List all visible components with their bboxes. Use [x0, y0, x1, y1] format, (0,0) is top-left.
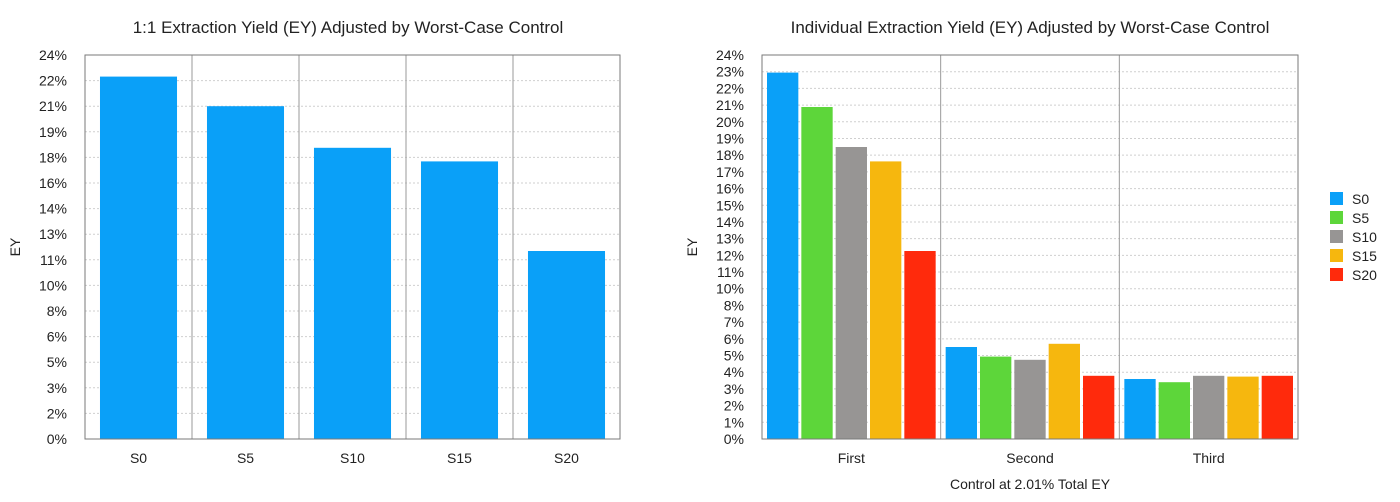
y-tick-label: 3%: [47, 380, 67, 396]
chart-2-y-ticks: 0%1%2%3%4%5%6%7%8%10%11%12%13%14%15%16%1…: [716, 47, 744, 447]
chart-1-y-ticks: 0% 2% 3% 5% 6% 8% 10% 11% 13% 14% 16% 18% 19% 21% 22% 2…: [39, 47, 67, 447]
y-tick-label: 11%: [40, 252, 67, 268]
bar: [945, 347, 977, 439]
bar: [801, 107, 833, 439]
x-tick-label: Second: [1006, 450, 1053, 466]
bar: [206, 106, 285, 439]
legend-label: S15: [1352, 248, 1377, 264]
x-tick-label: First: [838, 450, 865, 466]
bar: [1083, 375, 1115, 439]
y-tick-label: 22%: [39, 73, 67, 89]
y-tick-label: 24%: [716, 47, 744, 63]
legend-label: S20: [1352, 267, 1377, 283]
chart-2-y-axis-label: EY: [684, 237, 700, 256]
y-tick-label: 21%: [39, 98, 67, 114]
bar: [1048, 343, 1080, 439]
bar: [1227, 376, 1259, 439]
legend-label: S10: [1352, 229, 1377, 245]
y-tick-label: 1%: [724, 414, 744, 430]
chart-2-plot-frame: [761, 54, 1299, 440]
chart-2-x-axis-label: Control at 2.01% Total EY: [950, 476, 1111, 492]
bar: [1158, 382, 1190, 439]
x-tick-label: S20: [554, 450, 579, 466]
x-tick-label: S5: [237, 450, 254, 466]
bar: [313, 147, 392, 440]
y-tick-label: 12%: [716, 247, 744, 263]
chart-1-y-axis-label: EY: [7, 237, 23, 256]
y-tick-label: 13%: [39, 226, 67, 242]
bar: [527, 251, 606, 439]
y-tick-label: 14%: [39, 201, 67, 217]
y-tick-label: 16%: [39, 175, 67, 191]
y-tick-label: 10%: [716, 281, 744, 297]
y-tick-label: 19%: [716, 130, 744, 146]
bar: [980, 356, 1012, 439]
chart-2: Individual Extraction Yield (EY) Adjuste…: [684, 18, 1377, 492]
legend-swatch: [1330, 192, 1343, 205]
chart-1: 1:1 Extraction Yield (EY) Adjusted by Wo…: [7, 18, 621, 466]
y-tick-label: 22%: [716, 80, 744, 96]
y-tick-label: 6%: [47, 329, 67, 345]
bar: [870, 161, 902, 439]
legend-swatch: [1330, 249, 1343, 262]
bar: [1193, 375, 1225, 439]
chart-2-x-ticks: First Second Third: [838, 450, 1225, 466]
y-tick-label: 11%: [717, 264, 744, 280]
x-tick-label: S15: [447, 450, 472, 466]
legend-swatch: [1330, 230, 1343, 243]
y-tick-label: 2%: [724, 398, 744, 414]
legend-swatch: [1330, 211, 1343, 224]
y-tick-label: 24%: [39, 47, 67, 63]
y-tick-label: 0%: [47, 431, 67, 447]
y-tick-label: 2%: [47, 405, 67, 421]
y-tick-label: 6%: [724, 331, 744, 347]
legend-swatch: [1330, 268, 1343, 281]
y-tick-label: 0%: [724, 431, 744, 447]
y-tick-label: 7%: [724, 314, 744, 330]
y-tick-label: 8%: [724, 297, 744, 313]
legend-label: S0: [1352, 191, 1369, 207]
y-tick-label: 4%: [724, 364, 744, 380]
y-tick-label: 13%: [716, 231, 744, 247]
chart-1-title: 1:1 Extraction Yield (EY) Adjusted by Wo…: [133, 18, 564, 37]
chart-1-bars: [99, 76, 606, 440]
bar: [767, 72, 799, 439]
bar: [1014, 359, 1046, 439]
x-tick-label: S0: [130, 450, 147, 466]
chart-2-legend: S0 S5 S10 S15 S20: [1330, 191, 1377, 283]
y-tick-label: 10%: [39, 277, 67, 293]
y-tick-label: 5%: [724, 348, 744, 364]
y-tick-label: 17%: [716, 164, 744, 180]
y-tick-label: 21%: [716, 97, 744, 113]
legend-label: S5: [1352, 210, 1369, 226]
bar: [1261, 375, 1293, 439]
bar: [835, 147, 867, 439]
x-tick-label: S10: [340, 450, 365, 466]
chart-2-bars: [767, 72, 1293, 439]
y-tick-label: 16%: [716, 181, 744, 197]
bar: [1124, 379, 1156, 439]
chart-1-x-ticks: S0 S5 S10 S15 S20: [130, 450, 579, 466]
y-tick-label: 18%: [39, 149, 67, 165]
y-tick-label: 23%: [716, 64, 744, 80]
y-tick-label: 14%: [716, 214, 744, 230]
bar: [420, 161, 499, 439]
y-tick-label: 5%: [47, 354, 67, 370]
y-tick-label: 8%: [47, 303, 67, 319]
chart-1-plot-frame: [84, 54, 621, 440]
bar: [904, 251, 936, 439]
chart-2-title: Individual Extraction Yield (EY) Adjuste…: [791, 18, 1270, 37]
bar: [99, 76, 178, 439]
y-tick-label: 15%: [716, 197, 744, 213]
x-tick-label: Third: [1193, 450, 1225, 466]
y-tick-label: 3%: [724, 381, 744, 397]
y-tick-label: 18%: [716, 147, 744, 163]
y-tick-label: 19%: [39, 124, 67, 140]
y-tick-label: 20%: [716, 114, 744, 130]
